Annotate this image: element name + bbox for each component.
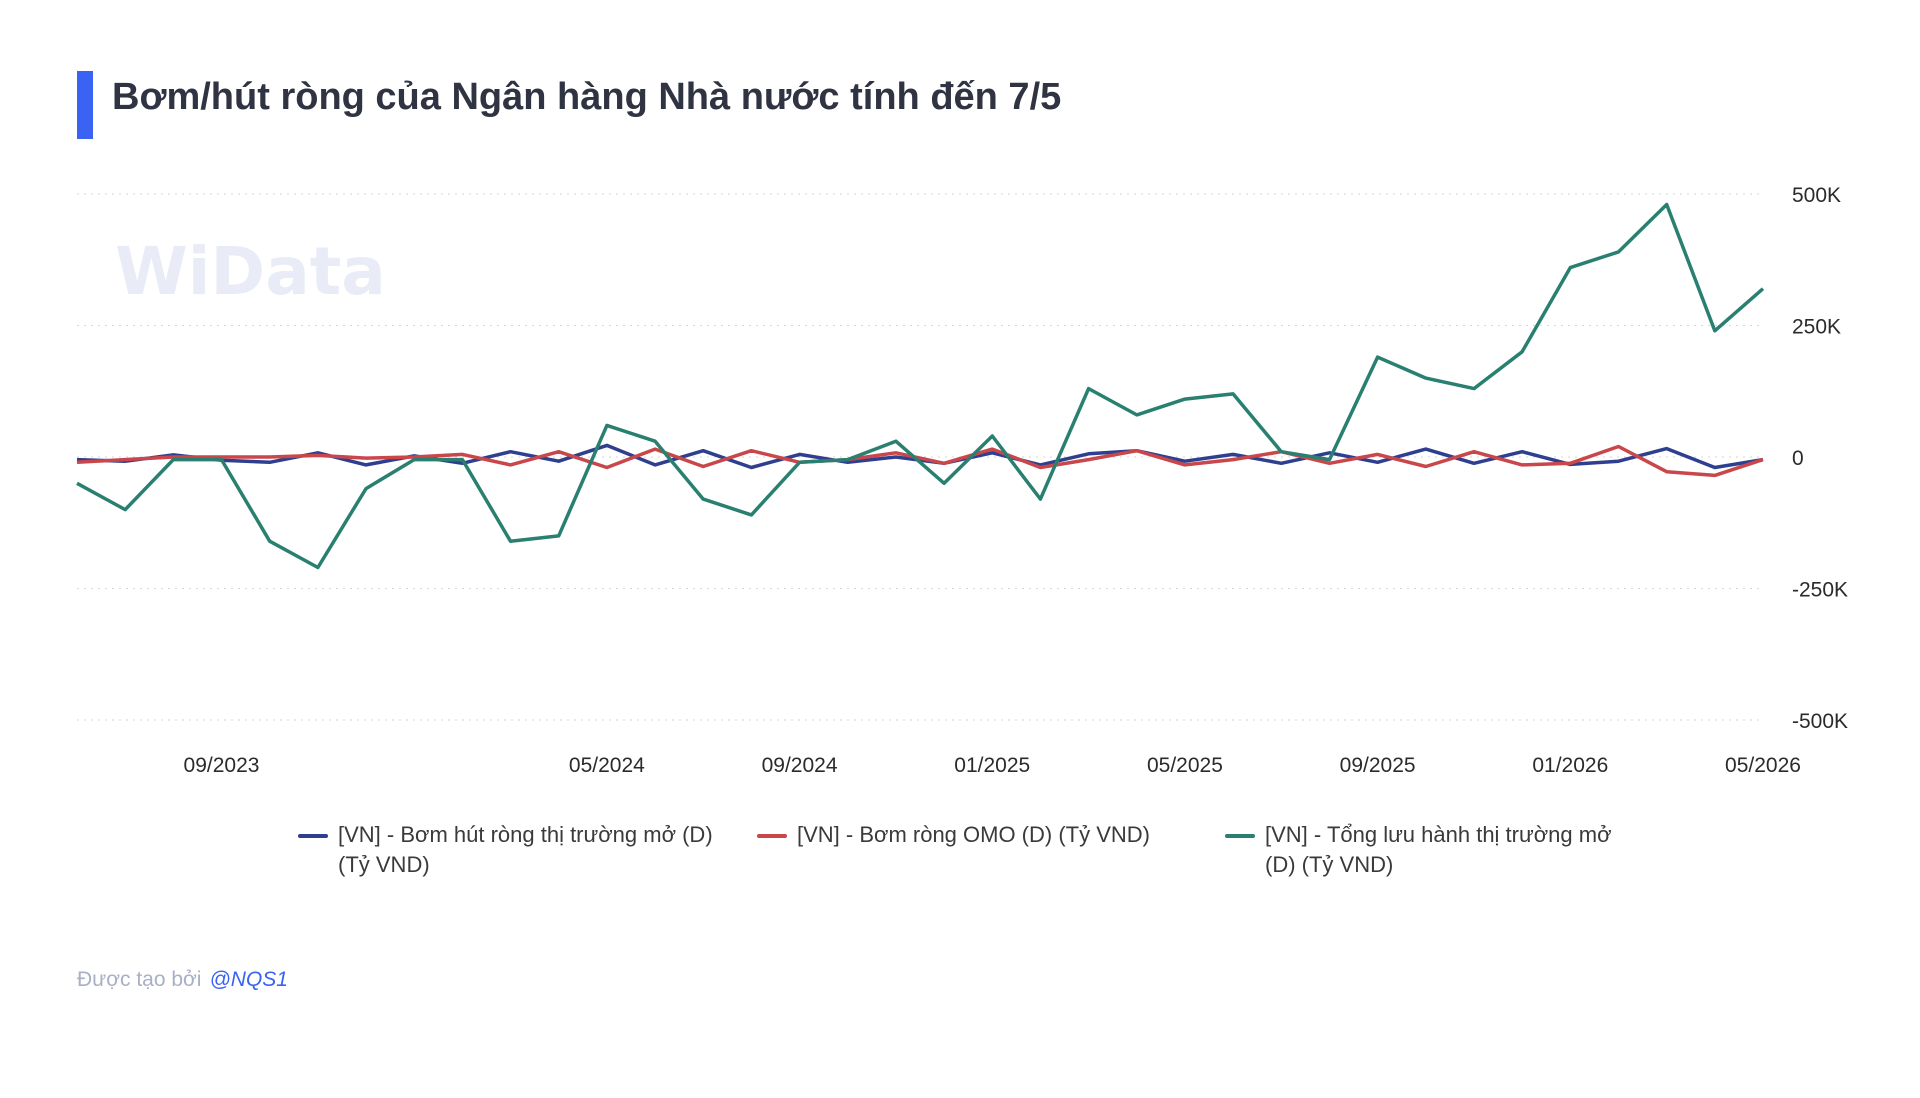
- credit-prefix: Được tạo bởi: [77, 968, 202, 991]
- x-tick-label: 01/2026: [1532, 754, 1608, 777]
- series-lines: [76, 202, 1765, 570]
- credit-author-link[interactable]: @NQS1: [209, 968, 288, 991]
- legend-swatch: [1225, 834, 1255, 838]
- x-tick-label: 09/2024: [762, 754, 838, 777]
- legend-swatch: [757, 834, 787, 838]
- series-line-3[interactable]: [76, 202, 1765, 570]
- y-tick-label: 0: [1792, 447, 1804, 470]
- x-tick-label: 09/2023: [184, 754, 260, 777]
- credit: Được tạo bởi @NQS1: [77, 968, 288, 992]
- series-line-2[interactable]: [76, 444, 1764, 478]
- legend-label: [VN] - Bơm ròng OMO (D) (Tỷ VND): [797, 822, 1150, 847]
- x-tick-label: 05/2024: [569, 754, 645, 777]
- title-accent-bar: [77, 71, 93, 139]
- watermark-logo: WiData: [115, 233, 386, 310]
- x-tick-label: 01/2025: [954, 754, 1030, 777]
- y-axis-ticks: 500K 250K 0 -250K -500K: [1792, 184, 1848, 733]
- y-tick-label: 250K: [1792, 316, 1841, 339]
- legend-swatch: [298, 834, 328, 838]
- x-tick-label: 05/2025: [1147, 754, 1223, 777]
- y-tick-label: -500K: [1792, 710, 1848, 733]
- x-axis-ticks: 09/2023 05/2024 09/2024 01/2025 05/2025 09/20…: [184, 754, 1801, 777]
- legend-label: [VN] - Bơm hút ròng thị trường mở (D) (T…: [338, 822, 713, 877]
- x-tick-label: 09/2025: [1340, 754, 1416, 777]
- y-tick-label: -250K: [1792, 579, 1848, 602]
- legend-label: [VN] - Tổng lưu hành thị trường mở (D) (…: [1265, 822, 1612, 877]
- y-tick-label: 500K: [1792, 184, 1841, 207]
- chart-title: Bơm/hút ròng của Ngân hàng Nhà nước tính…: [112, 76, 1062, 118]
- x-tick-label: 05/2026: [1725, 754, 1801, 777]
